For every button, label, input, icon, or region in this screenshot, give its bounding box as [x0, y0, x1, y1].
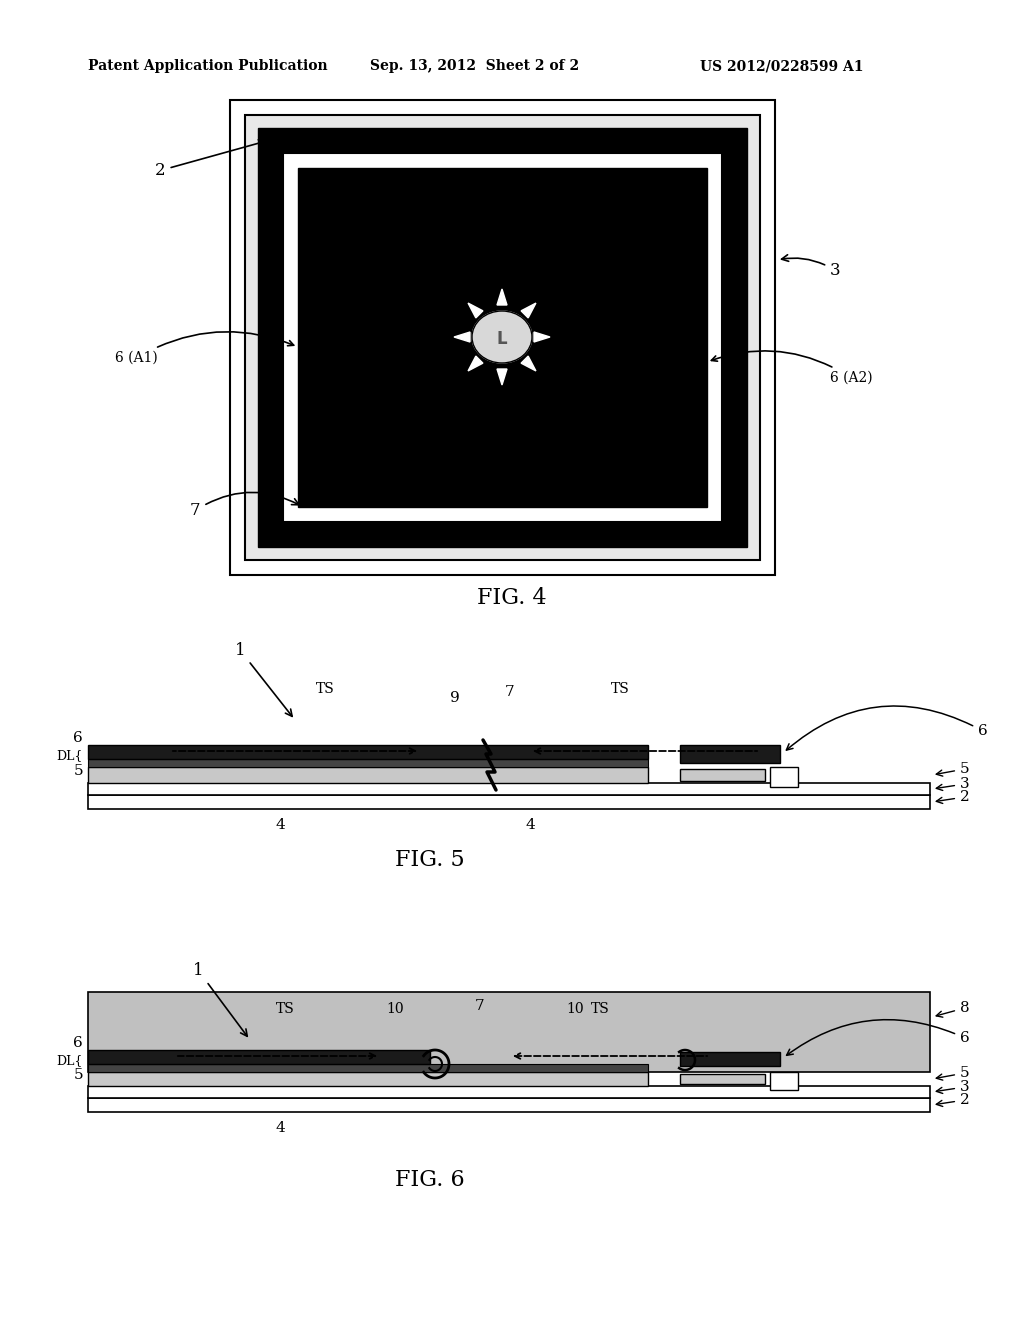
Text: 1: 1 — [193, 962, 247, 1036]
Polygon shape — [534, 333, 550, 342]
Bar — [88, 783, 930, 795]
Text: Sep. 13, 2012  Sheet 2 of 2: Sep. 13, 2012 Sheet 2 of 2 — [370, 59, 580, 73]
Text: 9: 9 — [451, 690, 460, 705]
Bar — [770, 1072, 798, 1090]
Text: TS: TS — [591, 1002, 609, 1016]
Text: FIG. 6: FIG. 6 — [395, 1170, 465, 1191]
Bar — [258, 128, 746, 546]
Bar — [88, 1086, 930, 1098]
Text: 6: 6 — [786, 1019, 970, 1055]
Text: TS: TS — [315, 682, 335, 696]
Polygon shape — [497, 289, 507, 305]
Text: 2: 2 — [155, 140, 265, 180]
Ellipse shape — [472, 312, 532, 363]
Text: 10: 10 — [566, 1002, 584, 1016]
Text: 1: 1 — [234, 642, 292, 717]
Text: 3: 3 — [781, 255, 841, 279]
Bar — [88, 993, 930, 1072]
Polygon shape — [497, 370, 507, 385]
Bar — [245, 115, 760, 560]
Bar — [680, 744, 780, 763]
Text: 6: 6 — [74, 731, 83, 744]
Text: 2: 2 — [936, 1093, 970, 1107]
Bar — [88, 744, 648, 759]
Bar — [230, 100, 775, 576]
Text: 6: 6 — [74, 1036, 83, 1049]
Bar — [88, 795, 930, 809]
Bar — [88, 1098, 930, 1111]
Bar — [680, 770, 765, 781]
Text: 10: 10 — [386, 1002, 403, 1016]
Polygon shape — [521, 304, 536, 318]
Polygon shape — [468, 304, 483, 318]
Bar — [283, 153, 722, 521]
Polygon shape — [454, 333, 470, 342]
Text: FIG. 4: FIG. 4 — [477, 587, 547, 609]
Text: 7: 7 — [505, 685, 515, 700]
Bar — [88, 1064, 648, 1072]
Polygon shape — [468, 356, 483, 371]
Bar — [88, 767, 648, 783]
Text: 3: 3 — [936, 1080, 970, 1094]
Text: FIG. 5: FIG. 5 — [395, 849, 465, 871]
Text: Patent Application Publication: Patent Application Publication — [88, 59, 328, 73]
Text: 5: 5 — [74, 1068, 83, 1082]
Text: 7: 7 — [190, 492, 299, 519]
Text: 6: 6 — [786, 706, 988, 750]
Polygon shape — [521, 356, 536, 371]
Text: 6 (A2): 6 (A2) — [712, 351, 872, 385]
Text: TS: TS — [610, 682, 630, 696]
Text: US 2012/0228599 A1: US 2012/0228599 A1 — [700, 59, 863, 73]
Text: 4: 4 — [275, 818, 285, 832]
Text: L: L — [497, 330, 507, 348]
Text: TS: TS — [275, 1002, 294, 1016]
Bar — [680, 1074, 765, 1084]
Bar — [88, 1049, 430, 1064]
Text: 2: 2 — [936, 789, 970, 804]
Text: 5: 5 — [74, 764, 83, 777]
Text: 3: 3 — [936, 777, 970, 791]
Bar — [770, 767, 798, 787]
Bar — [680, 1052, 780, 1067]
Text: 8: 8 — [936, 1001, 970, 1018]
Text: DL{: DL{ — [56, 1055, 83, 1068]
Text: DL{: DL{ — [56, 750, 83, 763]
Text: 6 (A1): 6 (A1) — [115, 331, 294, 366]
Bar — [88, 1072, 648, 1086]
Text: 7: 7 — [475, 999, 484, 1012]
Text: 5: 5 — [936, 1067, 970, 1080]
Text: 4: 4 — [275, 1121, 285, 1135]
Text: 5: 5 — [936, 762, 970, 776]
Bar — [88, 759, 648, 767]
Text: 4: 4 — [525, 818, 535, 832]
Bar — [298, 168, 707, 507]
